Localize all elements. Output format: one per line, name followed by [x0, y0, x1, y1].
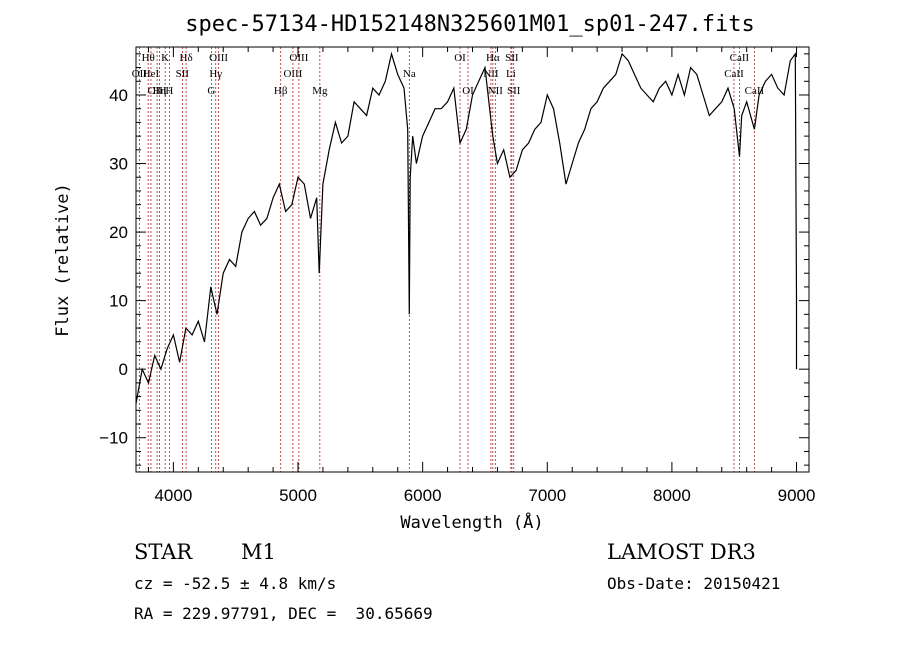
y-tick-label: 20: [109, 223, 128, 242]
line-label-12: OIII: [289, 52, 308, 64]
survey-name: LAMOST DR3: [607, 540, 756, 564]
line-label-19: Hα: [486, 52, 500, 64]
line-label-26: CaII: [724, 68, 744, 80]
line-label-14: Hβ: [274, 85, 288, 97]
spectrum-series-line: [135, 51, 798, 404]
redshift-velocity: cz = -52.5 ± 4.8 km/s: [134, 574, 337, 593]
line-label-17: OI: [454, 52, 466, 64]
line-label-9: OIII: [209, 52, 228, 64]
x-tick-label: 9000: [778, 486, 816, 505]
x-axis-ticks: 4000 5000 6000 7000 8000 9000: [147, 47, 816, 505]
object-class: STAR: [134, 540, 193, 564]
y-axis-ticks: −10 0 10 20 30 40: [99, 53, 809, 466]
line-label-10: Hγ: [209, 68, 222, 80]
x-axis-label: Wavelength (Å): [400, 511, 543, 533]
x-tick-label: 7000: [528, 486, 566, 505]
spectral-line-markers: [138, 47, 755, 472]
ra-dec: RA = 229.97791, DEC = 30.65669: [134, 604, 433, 623]
line-label-25: CaII: [730, 52, 750, 64]
line-label-11: G: [207, 85, 215, 97]
y-tick-label: 40: [109, 86, 128, 105]
line-label-24: SII: [507, 85, 521, 97]
y-tick-label: 30: [109, 155, 128, 174]
x-tick-label: 4000: [154, 486, 192, 505]
chart-title: spec-57134-HD152148N325601M01_sp01-247.f…: [185, 12, 755, 37]
y-tick-label: 10: [109, 292, 128, 311]
x-tick-label: 8000: [653, 486, 691, 505]
line-label-21: NII: [483, 68, 499, 80]
line-label-23: NII: [488, 85, 504, 97]
line-label-2: HeI: [143, 68, 160, 80]
line-label-0: Hθ: [142, 52, 155, 64]
x-tick-label: 5000: [279, 486, 317, 505]
object-subclass: M1: [241, 540, 276, 564]
line-label-5: K: [161, 52, 169, 64]
line-label-20: SII: [505, 52, 519, 64]
line-label-4: Hη: [153, 85, 167, 97]
line-label-22: Li: [506, 68, 516, 80]
line-label-7: Hδ: [180, 52, 193, 64]
line-label-6: H: [165, 85, 173, 97]
line-label-15: Mg: [312, 85, 328, 97]
y-tick-label: 0: [119, 360, 128, 379]
observation-date: Obs-Date: 20150421: [607, 574, 781, 593]
line-label-13: OIII: [283, 68, 302, 80]
y-axis-label: Flux (relative): [53, 183, 73, 337]
line-label-16: Na: [403, 68, 416, 80]
line-label-8: SII: [176, 68, 190, 80]
line-label-3: OIII: [148, 85, 167, 97]
line-label-18: OI: [462, 85, 474, 97]
x-tick-label: 6000: [404, 486, 442, 505]
y-tick-label: −10: [99, 429, 128, 448]
